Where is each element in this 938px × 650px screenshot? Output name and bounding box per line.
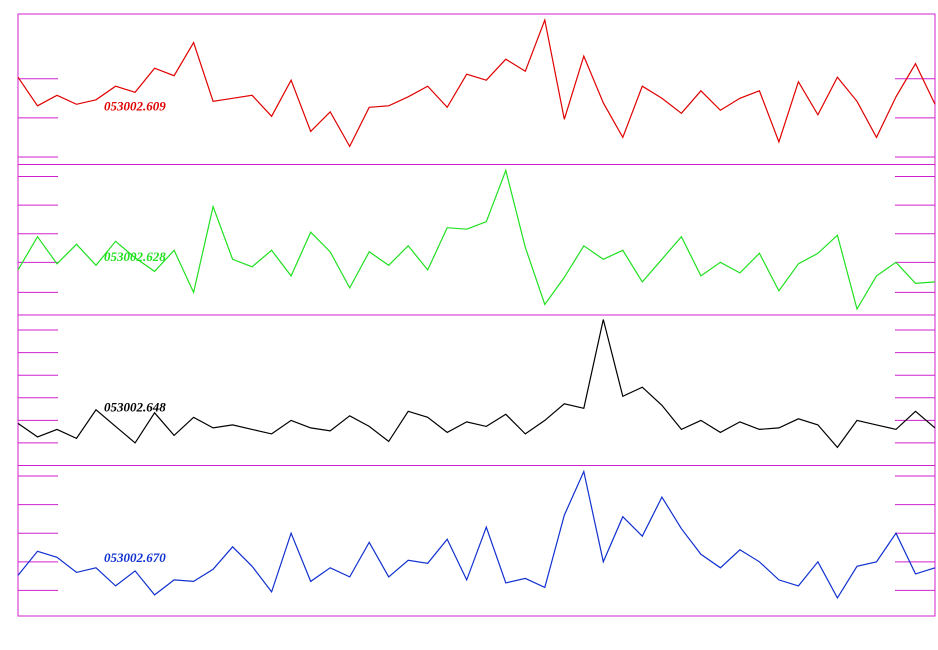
trace — [17, 319, 936, 449]
panel-frame — [17, 164, 936, 316]
trace — [17, 17, 936, 148]
panel-frame — [17, 13, 936, 165]
trace-label: 053002.670 — [104, 550, 166, 565]
trace — [17, 469, 936, 600]
trace-label: 053002.609 — [104, 98, 166, 113]
panel-frame — [17, 465, 936, 617]
panel-frame — [17, 314, 936, 466]
trace — [17, 168, 936, 311]
trace-label: 053002.648 — [104, 399, 166, 414]
trace-label: 053002.628 — [104, 249, 166, 264]
